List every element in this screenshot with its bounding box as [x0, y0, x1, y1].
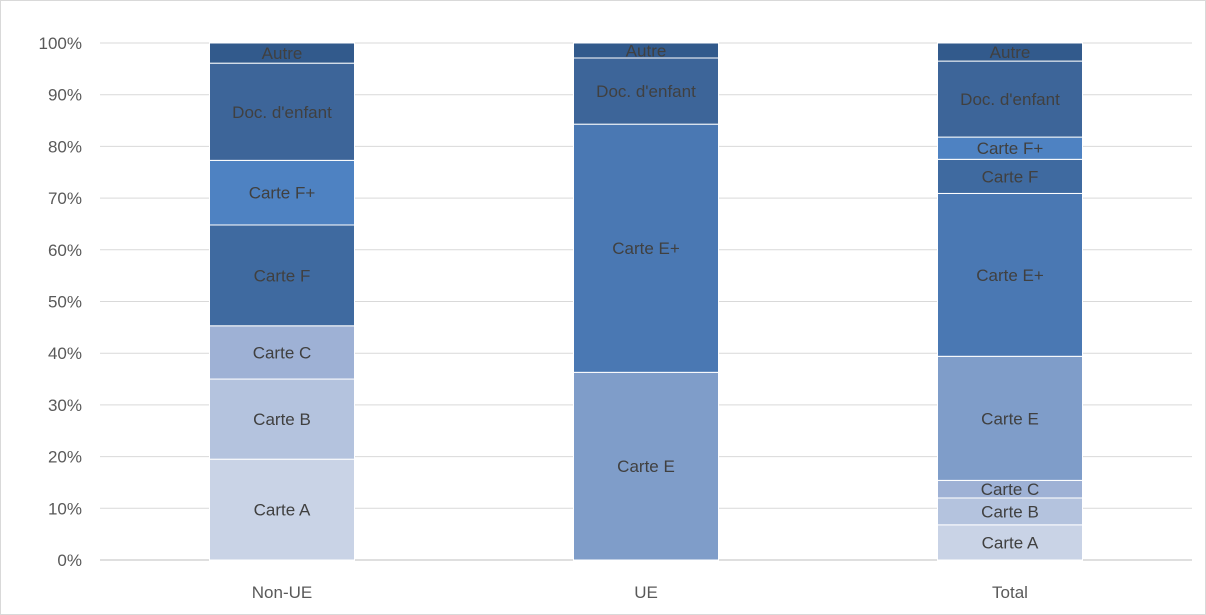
bar-segment: [937, 192, 1083, 357]
data-label: Carte B: [981, 502, 1039, 521]
axes: 0% 10% 20% 30% 40% 50% 60% 70% 80% 90% 100% Non-UE U…: [39, 34, 1028, 602]
bar-segment: [209, 325, 355, 380]
data-label: Carte A: [254, 501, 311, 520]
y-tick-label: 100%: [39, 34, 82, 53]
data-label: Carte C: [253, 343, 312, 362]
data-label: Doc. d'enfant: [232, 103, 332, 122]
bar-segment: [573, 57, 719, 125]
y-tick-label: 50%: [48, 293, 82, 312]
x-tick-label: Non-UE: [252, 583, 312, 602]
segment-labels: Carte A Carte B Carte C Carte F Carte F+ Doc.…: [232, 41, 1060, 552]
data-label: Autre: [626, 41, 667, 60]
bar-segment: [209, 378, 355, 460]
y-tick-label: 20%: [48, 448, 82, 467]
y-tick-label: 0%: [57, 551, 82, 570]
data-label: Carte C: [981, 480, 1040, 499]
data-label: Carte F: [254, 266, 311, 285]
bar-segment: [937, 60, 1083, 138]
data-label: Doc. d'enfant: [596, 82, 696, 101]
data-label: Autre: [990, 43, 1031, 62]
bar-segment: [209, 458, 355, 561]
bar-segment: [937, 158, 1083, 194]
x-tick-label: Total: [992, 583, 1028, 602]
y-tick-label: 80%: [48, 137, 82, 156]
y-tick-label: 70%: [48, 189, 82, 208]
bar-segment: [937, 355, 1083, 481]
y-tick-label: 40%: [48, 344, 82, 363]
y-tick-label: 30%: [48, 396, 82, 415]
data-label: Carte E: [617, 457, 675, 476]
data-label: Carte E: [981, 409, 1039, 428]
bar-segment: [573, 42, 719, 59]
bar-segment: [937, 42, 1083, 62]
y-tick-label: 60%: [48, 241, 82, 260]
data-label: Carte A: [982, 533, 1039, 552]
data-label: Carte F: [982, 167, 1039, 186]
y-tick-label: 10%: [48, 499, 82, 518]
data-label: Carte E+: [612, 239, 680, 258]
bars: [209, 42, 1083, 561]
data-label: Carte F+: [249, 184, 316, 203]
data-label: Carte B: [253, 410, 311, 429]
bar-segment: [209, 42, 355, 64]
data-label: Autre: [262, 44, 303, 63]
y-tick-label: 90%: [48, 86, 82, 105]
bar-segment: [209, 224, 355, 327]
bar-segment: [573, 123, 719, 373]
bar-segment: [209, 62, 355, 161]
data-label: Carte E+: [976, 266, 1044, 285]
x-tick-label: UE: [634, 583, 658, 602]
bar-segment: [573, 371, 719, 561]
bar-segment: [937, 497, 1083, 526]
data-label: Doc. d'enfant: [960, 90, 1060, 109]
data-label: Carte F+: [977, 139, 1044, 158]
